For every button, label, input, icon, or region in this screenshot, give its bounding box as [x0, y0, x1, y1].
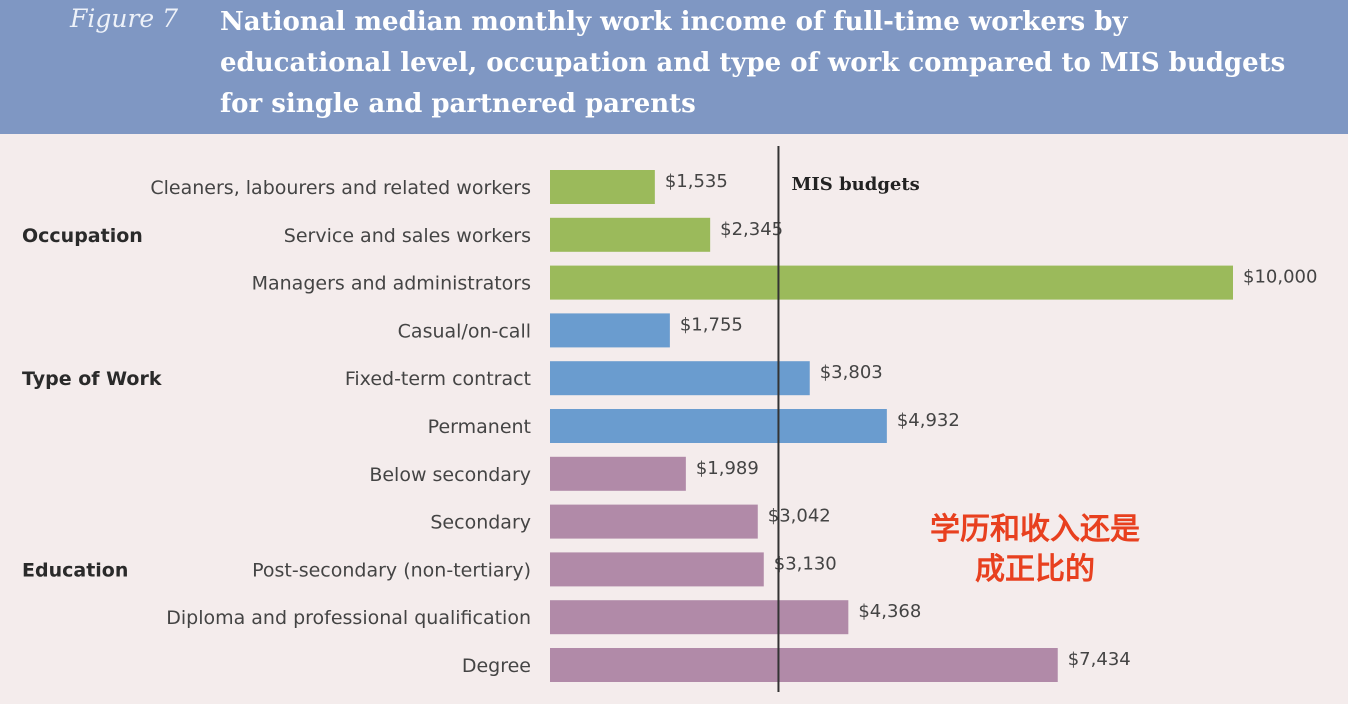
bar: [550, 170, 655, 204]
group-label: Education: [22, 559, 128, 581]
category-label: Degree: [462, 655, 531, 677]
category-label: Service and sales workers: [284, 225, 531, 247]
bar: [550, 648, 1058, 682]
value-label: $2,345: [720, 219, 783, 240]
value-label: $1,535: [665, 171, 728, 192]
category-label: Casual/on-call: [398, 320, 531, 342]
value-label: $1,755: [680, 314, 743, 335]
chart-area: Cleaners, labourers and related workers $…: [0, 134, 1348, 704]
bar: [550, 552, 764, 587]
bar: [550, 600, 849, 635]
value-label: $7,434: [1068, 649, 1131, 670]
category-label: Fixed-term contract: [345, 368, 531, 390]
bar: [550, 456, 686, 491]
annotation-note: 学历和收入还是成正比的: [930, 512, 1140, 587]
bar-chart: Cleaners, labourers and related workers $…: [22, 146, 1317, 692]
category-label: Below secondary: [369, 464, 531, 486]
figure-label: Figure 7: [70, 4, 179, 33]
value-label: $3,130: [774, 553, 837, 574]
value-label: $3,042: [768, 506, 831, 527]
value-label: $1,989: [696, 458, 759, 479]
bar: [550, 313, 670, 348]
bar: [550, 217, 711, 252]
value-label: $10,000: [1243, 267, 1317, 288]
bar: [550, 409, 887, 443]
category-label: Permanent: [428, 416, 531, 438]
value-label: $4,368: [858, 601, 921, 622]
value-label: $4,932: [897, 410, 960, 431]
figure-header: Figure 7 National median monthly work in…: [0, 0, 1348, 134]
category-label: Cleaners, labourers and related workers: [150, 177, 531, 199]
category-label: Diploma and professional qualification: [166, 607, 531, 629]
chart-title: National median monthly work income of f…: [220, 7, 1286, 119]
value-label: $3,803: [820, 362, 883, 383]
category-label: Secondary: [430, 512, 531, 534]
reference-line-label: MIS budgets: [791, 174, 919, 195]
group-label: Occupation: [22, 225, 143, 247]
category-label: Post-secondary (non-tertiary): [252, 559, 531, 581]
bar: [550, 504, 758, 539]
group-label: Type of Work: [22, 368, 162, 390]
bar: [550, 265, 1233, 300]
category-label: Managers and administrators: [252, 273, 531, 295]
bar: [550, 361, 810, 396]
